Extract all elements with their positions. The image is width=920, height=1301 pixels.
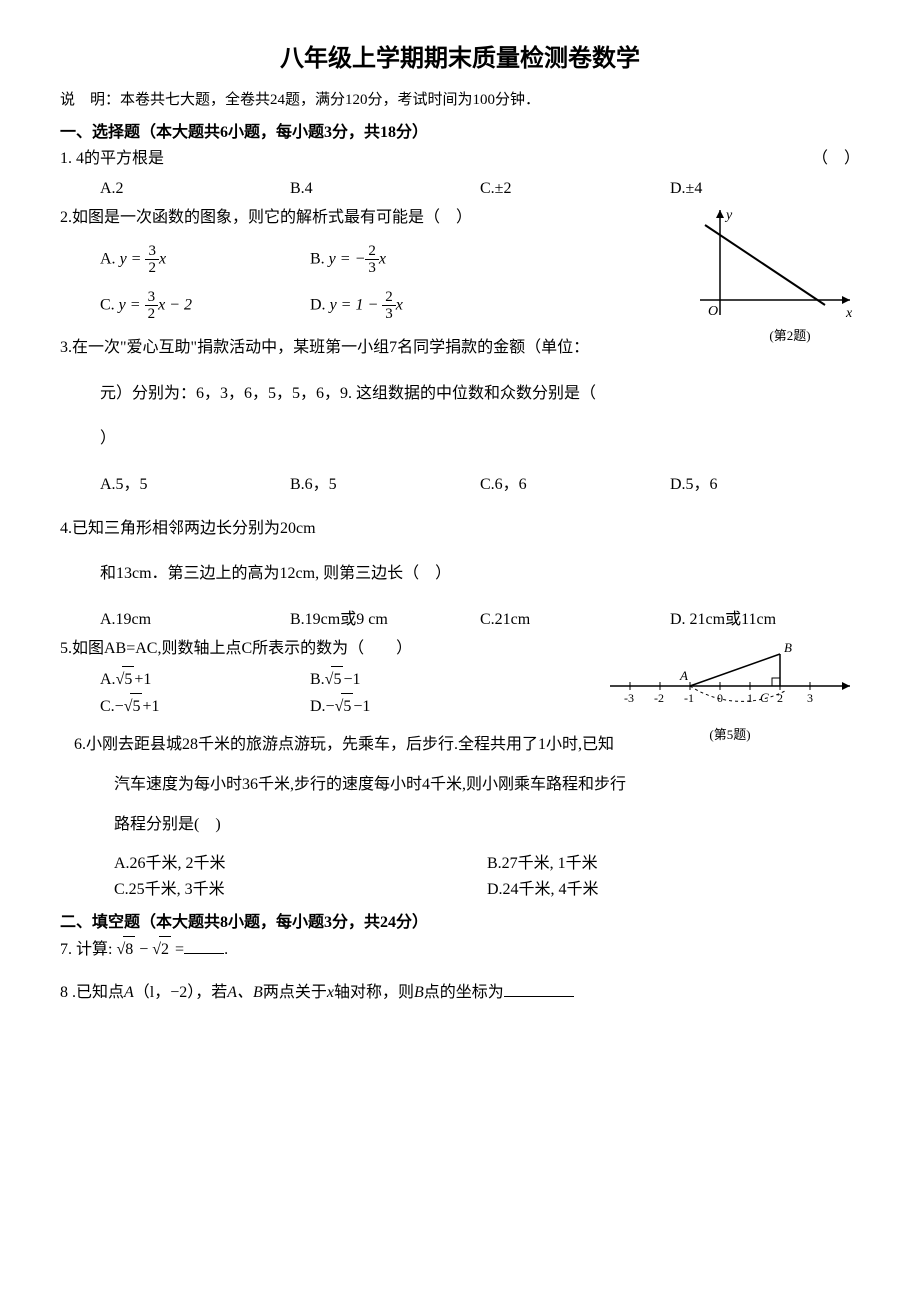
q1-text: 1. 4的平方根是 xyxy=(60,150,164,167)
svg-text:1: 1 xyxy=(747,691,753,705)
q7-r1: 8 xyxy=(123,936,135,963)
q1-options: A.2 B.4 C.±2 D.±4 xyxy=(60,176,860,202)
q8-x: x xyxy=(327,984,334,1001)
q4-line2: 和13cm．第三边上的高为12cm, 则第三边长（ ） xyxy=(60,561,860,587)
q3-opt-c: C.6，6 xyxy=(480,472,670,498)
question-1: 1. 4的平方根是 （ ） xyxy=(60,146,860,172)
q7-blank xyxy=(184,937,224,954)
q8-tail: 点的坐标为 xyxy=(424,984,504,1001)
q5-row2: C.−√5+1 D.−√5−1 xyxy=(60,693,520,720)
q5-figure: -3 -2 -1 0 1 2 3 A B C (第5题) xyxy=(600,636,860,726)
question-3: 3.在一次"爱心互助"捐款活动中，某班第一小组7名同学捐款的金额（单位： 元）分… xyxy=(60,335,860,452)
q1-opt-d: D.±4 xyxy=(670,176,860,202)
q4-opt-c: C.21cm xyxy=(480,607,670,633)
exam-instructions: 说 明：本卷共七大题，全卷共24题，满分120分，考试时间为100分钟． xyxy=(60,88,860,112)
exam-title: 八年级上学期期末质量检测卷数学 xyxy=(60,40,860,78)
q5-opt-b: B.√5−1 xyxy=(310,666,520,693)
q8-mid: 两点关于 xyxy=(263,984,327,1001)
q1-paren: （ ） xyxy=(812,146,860,172)
q3-line3: ） xyxy=(60,426,860,452)
svg-text:C: C xyxy=(760,690,769,705)
q4-opt-b: B.19cm或9 cm xyxy=(290,607,480,633)
svg-text:y: y xyxy=(724,208,733,223)
q4-opt-a: A.19cm xyxy=(100,607,290,633)
q7-minus: − xyxy=(135,941,152,958)
section1-header: 一、选择题（本大题共6小题，每小题3分，共18分） xyxy=(60,120,860,146)
q2-opt-b: B. y = −23x xyxy=(310,243,520,277)
q3-options: A.5，5 B.6，5 C.6，6 D.5，6 xyxy=(60,472,860,498)
q5-opt-a: A.√5+1 xyxy=(100,666,310,693)
svg-text:3: 3 xyxy=(807,691,813,705)
q8-end: 轴对称，则 xyxy=(334,984,414,1001)
q6-opt-b: B.27千米, 1千米 xyxy=(487,851,860,877)
svg-text:2: 2 xyxy=(777,691,783,705)
q6-line2: 汽车速度为每小时36千米,步行的速度每小时4千米,则小刚乘车路程和步行 xyxy=(74,772,860,798)
section2-header: 二、填空题（本大题共8小题，每小题3分，共24分） xyxy=(60,910,860,936)
q3-opt-d: D.5，6 xyxy=(670,472,860,498)
q2-row1: A. y = 32x B. y = −23x xyxy=(60,243,520,277)
q2-graph-svg: y x O xyxy=(680,205,860,335)
q2-opt-c: C. y = 32x − 2 xyxy=(100,289,310,323)
q5-opt-d: D.−√5−1 xyxy=(310,693,520,720)
question-4: 4.已知三角形相邻两边长分别为20cm 和13cm．第三边上的高为12cm, 则… xyxy=(60,516,860,587)
q5-caption: (第5题) xyxy=(600,725,860,746)
q6-row1: A.26千米, 2千米 B.27千米, 1千米 xyxy=(60,851,860,877)
q6-opt-d: D.24千米, 4千米 xyxy=(487,877,860,903)
q2-opt-d: D. y = 1 − 23x xyxy=(310,289,520,323)
svg-text:A: A xyxy=(679,668,688,683)
q7-r2: 2 xyxy=(159,936,171,963)
q7-suffix: = xyxy=(171,941,184,958)
svg-text:B: B xyxy=(784,640,792,655)
q8-blank xyxy=(504,980,574,997)
q1-opt-a: A.2 xyxy=(100,176,290,202)
q5-numberline-svg: -3 -2 -1 0 1 2 3 A B C xyxy=(600,636,860,716)
q3-opt-a: A.5，5 xyxy=(100,472,290,498)
q2-figure: y x O (第2题) xyxy=(680,205,860,335)
q6-line3: 路程分别是( ) xyxy=(74,812,860,838)
q6-opt-a: A.26千米, 2千米 xyxy=(114,851,487,877)
q4-line1: 4.已知三角形相邻两边长分别为20cm xyxy=(60,516,860,542)
q4-opt-d: D. 21cm或11cm xyxy=(670,607,860,633)
q6-opt-c: C.25千米, 3千米 xyxy=(114,877,487,903)
q8-B: B xyxy=(414,984,424,1001)
svg-text:O: O xyxy=(708,304,718,319)
q1-opt-c: C.±2 xyxy=(480,176,670,202)
q2-opt-a: A. y = 32x xyxy=(100,243,310,277)
q4-options: A.19cm B.19cm或9 cm C.21cm D. 21cm或11cm xyxy=(60,607,860,633)
q8-text: 8 .已知点 xyxy=(60,984,124,1001)
q1-opt-b: B.4 xyxy=(290,176,480,202)
q2-row2: C. y = 32x − 2 D. y = 1 − 23x xyxy=(60,289,520,323)
svg-text:-1: -1 xyxy=(684,691,694,705)
q3-opt-b: B.6，5 xyxy=(290,472,480,498)
q8-coords: （l，−2），若 xyxy=(134,984,227,1001)
question-6: 6.小刚去距县城28千米的旅游点游玩，先乘车，后步行.全程共用了1小时,已知 汽… xyxy=(60,732,860,837)
svg-text:-3: -3 xyxy=(624,691,634,705)
svg-text:-2: -2 xyxy=(654,691,664,705)
question-8: 8 .已知点A（l，−2），若A、B两点关于x轴对称，则B点的坐标为 xyxy=(60,980,860,1006)
q3-line2: 元）分别为：6，3，6，5，5，6，9. 这组数据的中位数和众数分别是（ xyxy=(60,381,860,407)
q5-opt-c: C.−√5+1 xyxy=(100,693,310,720)
q8-AB: A、B xyxy=(227,984,263,1001)
q6-row2: C.25千米, 3千米 D.24千米, 4千米 xyxy=(60,877,860,903)
q7-prefix: 7. 计算: xyxy=(60,941,112,958)
q8-A: A xyxy=(124,984,134,1001)
svg-text:x: x xyxy=(845,306,853,321)
q5-row1: A.√5+1 B.√5−1 xyxy=(60,666,520,693)
question-7: 7. 计算: √8 − √2 =. xyxy=(60,936,860,963)
